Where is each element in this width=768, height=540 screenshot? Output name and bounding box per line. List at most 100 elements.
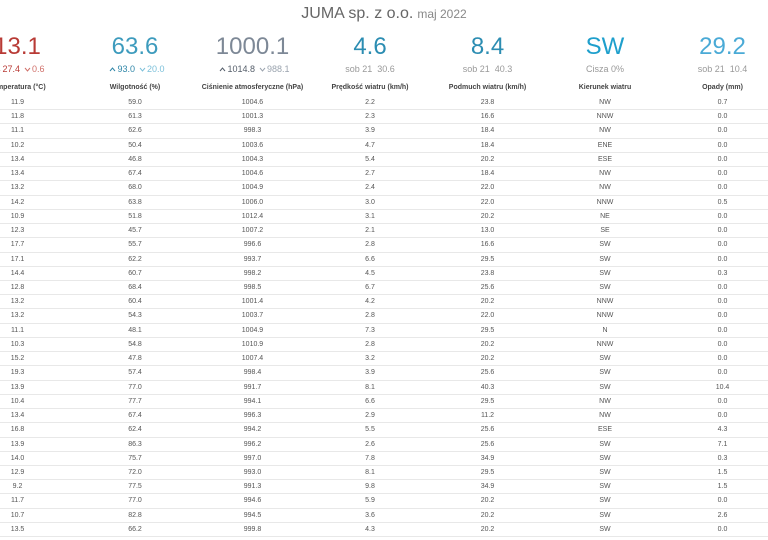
summary-sub: 27.4 0.6 [0,64,76,74]
table-cell: 11.2 [480,412,495,420]
table-cell: 16.6 [480,113,495,121]
table-cell: 10.4 [10,397,25,405]
table-cell: 10.7 [10,511,25,519]
summary-min: 988.1 [267,64,290,74]
arrow-down [139,67,146,72]
table-row: 11.1 62.6 998.3 3.9 18.4 NW 0.0 [0,124,768,139]
table-cell: 8.1 [365,383,375,391]
table-row: 10.7 82.8 994.5 3.6 20.2 SW 2.6 [0,509,768,523]
table-cell: 998.3 [243,127,262,135]
table-cell: ESE [597,155,612,163]
table-cell: 11.1 [10,326,25,334]
summary-day: sob 21 [462,64,490,74]
summary-value: 1000.1 [215,33,290,60]
table-row: 14.2 63.8 1006.0 3.0 22.0 NNW 0.5 [0,196,768,210]
summary-sub: sob 21 10.4 [664,64,768,74]
table-cell: 0.7 [717,99,728,106]
table-cell: 16.6 [480,241,495,249]
table-cell: SW [599,525,611,533]
table-cell: 0.0 [717,283,728,291]
column-header: Opady (mm) [702,84,743,91]
table-cell: 13.0 [480,227,495,235]
table-cell: 1004.6 [241,170,264,178]
table-cell: 48.1 [128,326,142,334]
table-cell: 994.1 [243,397,262,405]
table-row: 19.3 57.4 998.4 3.9 25.6 SW 0.0 [0,366,768,381]
table-cell: 25.6 [480,440,495,448]
table-cell: 22.0 [480,312,495,320]
table-cell: 55.7 [128,241,142,249]
table-cell: SW [599,355,611,363]
table-cell: 1007.4 [241,355,264,363]
table-row: 13.9 86.3 996.2 2.6 25.6 SW 7.1 [0,438,768,452]
table-cell: 2.8 [365,312,375,320]
table-cell: 4.2 [365,298,375,306]
table-cell: NNW [596,113,614,121]
summary-value: 4.6 [353,33,387,60]
table-cell: SW [599,511,611,519]
table-cell: 993.7 [243,255,262,263]
column-header: Prędkość wiatru (km/h) [331,84,409,91]
table-cell: 0.0 [717,255,728,263]
table-cell: SW [599,497,611,505]
table-row: 17.1 62.2 993.7 6.6 29.5 SW 0.0 [0,253,768,267]
table-cell: 996.2 [243,440,262,448]
table-cell: 10.2 [10,141,25,149]
table-cell: 993.0 [243,468,262,476]
table-cell: 29.5 [480,255,495,263]
table-cell: 14.2 [10,198,25,206]
summary-max: 1014.8 [227,64,255,74]
table-cell: 23.8 [480,99,495,106]
table-cell: 5.4 [365,155,375,163]
summary-min: 0.6 [32,64,45,74]
table-cell: NW [599,99,611,106]
summary-sub: sob 21 30.6 [312,64,429,74]
table-cell: SW [599,468,611,476]
table-cell: 72.0 [128,468,142,476]
table-cell: NNW [596,312,614,320]
table-cell: 14.0 [10,454,25,462]
table-row: 13.4 67.4 996.3 2.9 11.2 NW 0.0 [0,409,768,424]
summary-value: 13.1 [0,33,41,60]
table-cell: 63.8 [128,198,142,206]
table-cell: 991.7 [243,383,262,391]
table-cell: NW [599,127,611,135]
table-row: 13.9 77.0 991.7 8.1 40.3 SW 10.4 [0,381,768,395]
table-cell: NW [599,397,611,405]
table-cell: 13.4 [10,155,25,163]
table-cell: 994.5 [243,511,262,519]
table-cell: 6.6 [365,397,375,405]
table-cell: 3.1 [365,212,375,220]
table-cell: 0.0 [717,340,728,348]
table-cell: 77.0 [128,497,142,505]
table-cell: 20.2 [480,340,495,348]
table-cell: 3.2 [365,355,375,363]
table-cell: 1003.6 [241,141,264,149]
table-cell: 20.2 [480,155,495,163]
table-cell: 4.3 [717,426,728,434]
table-cell: 23.8 [480,269,495,277]
table-cell: 22.0 [480,184,495,192]
table-cell: 1001.4 [241,298,264,306]
table-cell: 4.7 [365,141,375,149]
table-cell: 10.9 [10,212,25,220]
table-cell: 77.0 [128,383,142,391]
arrow-up [220,67,226,72]
table-cell: 82.8 [128,511,142,519]
table-cell: 0.0 [717,184,728,192]
table-cell: 8.1 [365,468,375,476]
table-cell: 19.3 [10,369,25,377]
summary-value: 8.4 [470,33,505,60]
table-cell: 77.7 [128,397,142,405]
table-cell: NNW [596,198,614,206]
summary-value: SW [585,33,625,60]
table-cell: 4.3 [365,525,375,533]
summary-sub: 93.0 20.0 [77,64,194,74]
table-row: 14.0 75.7 997.0 7.8 34.9 SW 0.3 [0,452,768,466]
summary-day: sob 21 [345,64,373,74]
table-cell: 0.0 [717,412,728,420]
table-cell: 1004.9 [241,184,264,192]
table-cell: 14.4 [10,269,25,277]
table-cell: 0.0 [717,312,728,320]
table-cell: 0.0 [717,141,728,149]
